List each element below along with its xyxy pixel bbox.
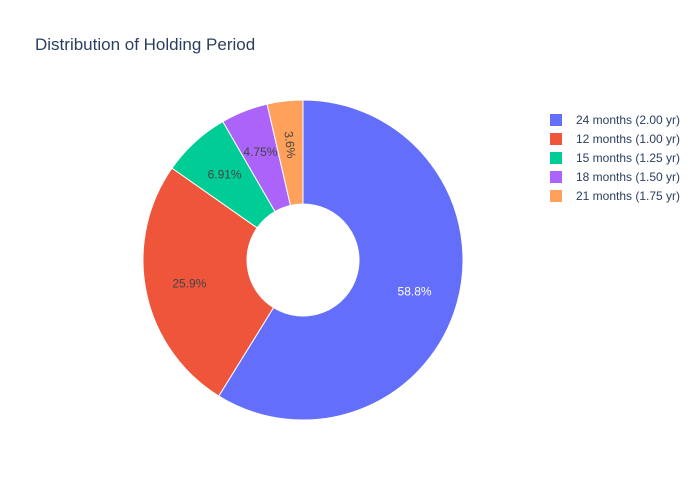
legend-item-18-months-1-50-yr[interactable]: 18 months (1.50 yr) xyxy=(550,170,680,184)
legend-label: 12 months (1.00 yr) xyxy=(576,132,680,146)
slice-21-months-1-75-yr[interactable] xyxy=(266,99,304,207)
legend-label: 15 months (1.25 yr) xyxy=(576,151,680,165)
slice-value-label: 58.8% xyxy=(398,285,432,299)
legend-item-15-months-1-25-yr[interactable]: 15 months (1.25 yr) xyxy=(550,151,680,165)
legend-item-24-months-2-00-yr[interactable]: 24 months (2.00 yr) xyxy=(550,113,680,127)
slice-12-months-1-00-yr[interactable] xyxy=(142,167,275,397)
legend: 24 months (2.00 yr) 12 months (1.00 yr) 15… xyxy=(550,113,680,203)
legend-label: 18 months (1.50 yr) xyxy=(576,170,680,184)
legend-item-21-months-1-75-yr[interactable]: 21 months (1.75 yr) xyxy=(550,189,680,203)
legend-label: 24 months (2.00 yr) xyxy=(576,113,680,127)
legend-swatch xyxy=(550,190,562,202)
legend-swatch xyxy=(550,133,562,145)
slice-value-label: 25.9% xyxy=(172,276,206,290)
legend-swatch xyxy=(550,114,562,126)
slice-24-months-2-00-yr[interactable] xyxy=(218,99,464,421)
slices-group: 58.8% 25.9% 6.91%4.75% 3.6% xyxy=(142,99,464,421)
legend-swatch xyxy=(550,171,562,183)
legend-swatch xyxy=(550,152,562,164)
slice-value-label: 4.75% xyxy=(243,145,277,159)
slice-value-label: 6.91% xyxy=(208,167,242,181)
slice-value-label: 3.6% xyxy=(281,130,298,159)
legend-label: 21 months (1.75 yr) xyxy=(576,189,680,203)
chart-title: Distribution of Holding Period xyxy=(35,35,255,54)
legend-item-12-months-1-00-yr[interactable]: 12 months (1.00 yr) xyxy=(550,132,680,146)
